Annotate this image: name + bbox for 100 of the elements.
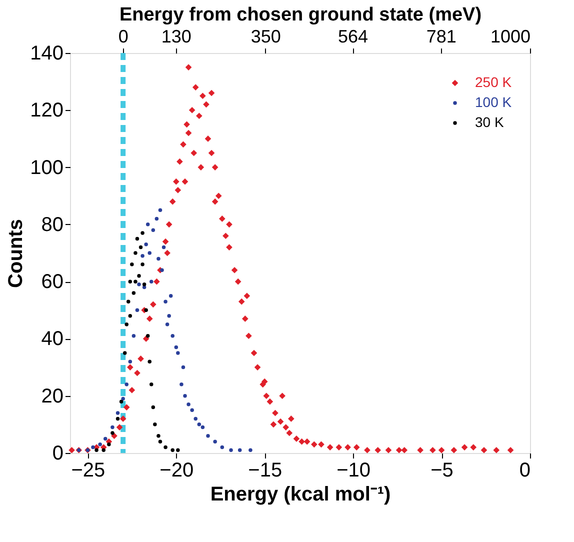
point (142, 282, 146, 286)
point (107, 442, 111, 446)
point (110, 431, 114, 435)
x-tick-label: 0 (519, 460, 530, 482)
point (183, 394, 187, 398)
x2-tick-label: 350 (250, 26, 281, 46)
point (160, 268, 164, 272)
point (121, 396, 125, 401)
y-tick-label: 40 (41, 328, 64, 350)
legend-label: 250 K (475, 74, 512, 90)
point (181, 365, 186, 370)
point (164, 300, 168, 304)
point (156, 434, 160, 438)
point (150, 382, 154, 386)
point (128, 280, 132, 284)
point (176, 351, 180, 355)
point (151, 405, 156, 410)
point (137, 274, 141, 278)
y-tick-label: 140 (30, 42, 64, 64)
point (158, 208, 162, 212)
point (229, 448, 233, 452)
point (110, 425, 114, 430)
point (156, 256, 160, 261)
point (91, 445, 95, 450)
x2-tick-label: 130 (161, 26, 192, 46)
x-tick-label: −10 (336, 460, 371, 482)
point (138, 245, 143, 250)
point (200, 425, 205, 430)
x-tick-label: −25 (71, 460, 106, 482)
point (132, 334, 136, 338)
point (122, 351, 127, 355)
point (130, 262, 134, 266)
point (238, 448, 242, 452)
point (248, 448, 252, 452)
point (148, 251, 152, 255)
point (170, 448, 174, 452)
x2-tick-label: 1000 (490, 26, 530, 46)
point (135, 308, 140, 312)
point (140, 231, 144, 235)
x-axis-title: Energy (kcal mol⁻¹) (210, 484, 391, 506)
point (150, 280, 154, 284)
point (140, 254, 144, 258)
point (132, 291, 136, 295)
x2-tick-label: 0 (118, 26, 128, 46)
point (206, 434, 210, 438)
y-tick-label: 20 (41, 385, 64, 408)
point (213, 440, 217, 444)
point (197, 422, 202, 426)
x-tick-label: −15 (248, 460, 282, 482)
point (128, 314, 132, 318)
legend-label: 100 K (475, 94, 512, 110)
point (165, 322, 170, 326)
legend-label: 30 K (475, 114, 504, 130)
x-tick-label: −20 (160, 460, 194, 482)
point (119, 400, 124, 404)
point (124, 382, 128, 386)
point (190, 408, 194, 412)
point (151, 228, 156, 232)
point (154, 216, 159, 221)
point (146, 334, 150, 338)
y-axis-title: Counts (5, 219, 28, 288)
point (134, 280, 138, 284)
point (124, 322, 128, 326)
x-tick-label: −5 (430, 460, 454, 482)
y-tick-label: 120 (30, 100, 64, 122)
point (128, 360, 132, 364)
point (180, 382, 184, 386)
point (167, 314, 171, 318)
y-tick-label: 80 (41, 214, 64, 236)
y-tick-label: 100 (30, 156, 64, 179)
point (116, 416, 120, 421)
x2-axis-title: Energy from chosen ground state (meV) (119, 4, 482, 26)
point (162, 245, 166, 250)
point (104, 436, 108, 441)
point (98, 442, 102, 446)
point (153, 422, 157, 426)
y-tick-label: 60 (41, 271, 64, 294)
point (194, 416, 198, 421)
point (148, 360, 152, 364)
y-tick-label: 0 (52, 442, 64, 464)
point (102, 448, 106, 452)
x2-tick-label: 781 (426, 26, 456, 46)
point (134, 251, 138, 255)
point (146, 222, 150, 226)
point (144, 308, 148, 312)
point (220, 445, 224, 450)
point (170, 334, 174, 338)
point (137, 282, 141, 286)
point (144, 242, 148, 246)
point (116, 411, 120, 415)
point (158, 440, 162, 444)
point (94, 448, 98, 452)
point (176, 448, 180, 452)
point (168, 294, 173, 298)
point (135, 236, 140, 241)
point (186, 402, 190, 406)
point (126, 300, 130, 304)
x2-tick-label: 564 (338, 26, 368, 46)
point (164, 445, 168, 450)
point (174, 345, 178, 350)
